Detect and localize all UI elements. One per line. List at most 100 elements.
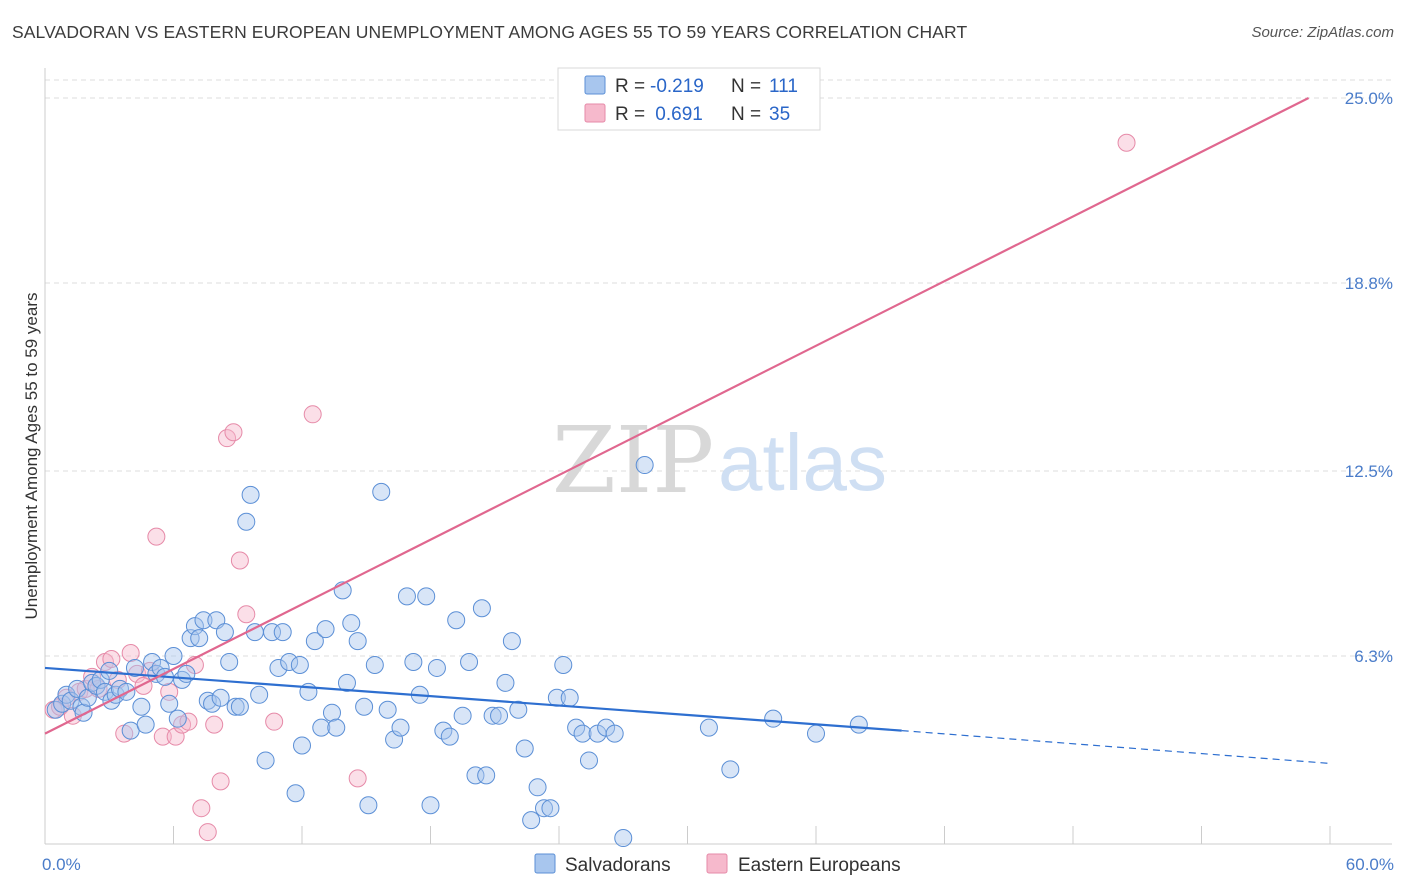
salvadorans-point [168, 709, 187, 728]
y-tick-labels: 6.3% 12.5% 18.8% 25.0% [1345, 89, 1393, 666]
salvadorans-point [316, 620, 335, 639]
salvadorans-point [342, 614, 361, 633]
legend-r-label-2: R = [615, 104, 645, 125]
salvadorans-point [764, 709, 783, 728]
legend-n-value-2: 35 [769, 104, 790, 125]
salvadorans-point [230, 697, 249, 716]
salvadorans-point [427, 658, 446, 677]
bottom-legend-swatch-salvadorans [534, 853, 556, 874]
salvadorans-point [61, 691, 80, 710]
salvadorans-point [286, 784, 305, 803]
salvadorans-point [305, 632, 324, 651]
salvadorans-point [241, 485, 260, 504]
eastern-europeans-point [192, 799, 211, 818]
salvadorans-point [100, 661, 119, 680]
salvadorans-point [132, 697, 151, 716]
salvadorans-point [290, 655, 309, 674]
eastern-europeans-points [44, 133, 1136, 842]
bottom-legend-label-salvadorans: Salvadorans [565, 855, 671, 876]
salvadorans-point [250, 685, 269, 704]
salvadorans-point [190, 629, 209, 648]
salvadorans-point [263, 623, 282, 642]
salvadorans-point [509, 700, 528, 719]
salvadorans-point [453, 706, 472, 725]
eastern-europeans-point [237, 605, 256, 624]
eastern-europeans-point [102, 649, 121, 668]
salvadorans-point [496, 673, 515, 692]
salvadorans-point [447, 611, 466, 630]
salvadorans-point [460, 652, 479, 671]
chart-title: SALVADORAN VS EASTERN EUROPEAN UNEMPLOYM… [12, 22, 968, 42]
salvadorans-point [215, 623, 234, 642]
eastern-europeans-point [224, 423, 243, 442]
eastern-europeans-point [348, 769, 367, 788]
salvadorans-point [699, 718, 718, 737]
legend-r-value-1: -0.219 [650, 76, 704, 97]
salvadorans-point [573, 724, 592, 743]
salvadorans-point [312, 718, 331, 737]
salvadorans-point [273, 623, 292, 642]
legend-swatch-salvadorans [584, 75, 606, 95]
salvadorans-point [502, 632, 521, 651]
legend-r-value-2: 0.691 [650, 104, 703, 125]
salvadorans-trend-line [44, 666, 902, 732]
salvadorans-point [440, 727, 459, 746]
salvadorans-point [397, 587, 416, 606]
salvadorans-point [256, 751, 275, 770]
legend-n-value-1: 111 [769, 76, 798, 97]
y-tick-label: 6.3% [1354, 647, 1393, 666]
salvadorans-point [483, 706, 502, 725]
eastern-europeans-point [121, 644, 140, 663]
salvadorans-point [74, 703, 93, 722]
salvadorans-point [721, 760, 740, 779]
salvadorans-point [372, 482, 391, 501]
eastern-europeans-point [265, 712, 284, 731]
salvadorans-point [121, 721, 140, 740]
salvadorans-point [220, 652, 239, 671]
x-tick-label: 0.0% [42, 855, 81, 874]
salvadorans-point [528, 778, 547, 797]
salvadorans-point [211, 688, 230, 707]
salvadorans-point [177, 664, 196, 683]
salvadorans-point [269, 658, 288, 677]
salvadorans-point [355, 697, 374, 716]
salvadorans-point [293, 736, 311, 755]
salvadorans-point [194, 611, 213, 630]
salvadorans-point [404, 652, 423, 671]
salvadorans-point [160, 694, 179, 713]
eastern-europeans-point [153, 727, 172, 746]
salvadorans-point [95, 682, 114, 701]
salvadorans-point [322, 703, 341, 722]
y-tick-label: 25.0% [1345, 89, 1393, 108]
correlation-legend: R = -0.219 N = 111 R = 0.691 N = 35 [557, 67, 821, 131]
chart-source: Source: ZipAtlas.com [1251, 24, 1394, 41]
salvadorans-point [579, 751, 598, 770]
salvadorans-trend-extension [901, 730, 1331, 765]
salvadorans-point [490, 706, 509, 725]
eastern-europeans-point [179, 712, 198, 731]
eastern-europeans-point [198, 823, 217, 842]
x-minor-ticks [173, 826, 1331, 844]
x-tick-labels: 0.0% 60.0% [42, 855, 1394, 874]
salvadorans-point [522, 811, 541, 830]
salvadorans-point [391, 718, 410, 737]
eastern-europeans-point [166, 727, 185, 746]
grid-lines [45, 79, 1392, 657]
y-tick-label: 12.5% [1345, 462, 1393, 481]
salvadorans-point [515, 739, 534, 758]
eastern-europeans-point [1117, 133, 1136, 152]
salvadorans-point [359, 796, 378, 815]
salvadorans-point [605, 724, 624, 743]
watermark-atlas: atlas [718, 418, 887, 507]
bottom-legend-swatch-eastern-europeans [706, 853, 728, 874]
axes [44, 68, 1392, 845]
salvadorans-point [365, 655, 384, 674]
salvadorans-point [421, 796, 440, 815]
x-tick-label: 60.0% [1346, 855, 1394, 874]
salvadorans-point [466, 766, 485, 785]
salvadorans-point [164, 647, 183, 666]
salvadorans-point [472, 599, 491, 618]
salvadorans-point [280, 652, 299, 671]
eastern-europeans-point [230, 551, 249, 570]
